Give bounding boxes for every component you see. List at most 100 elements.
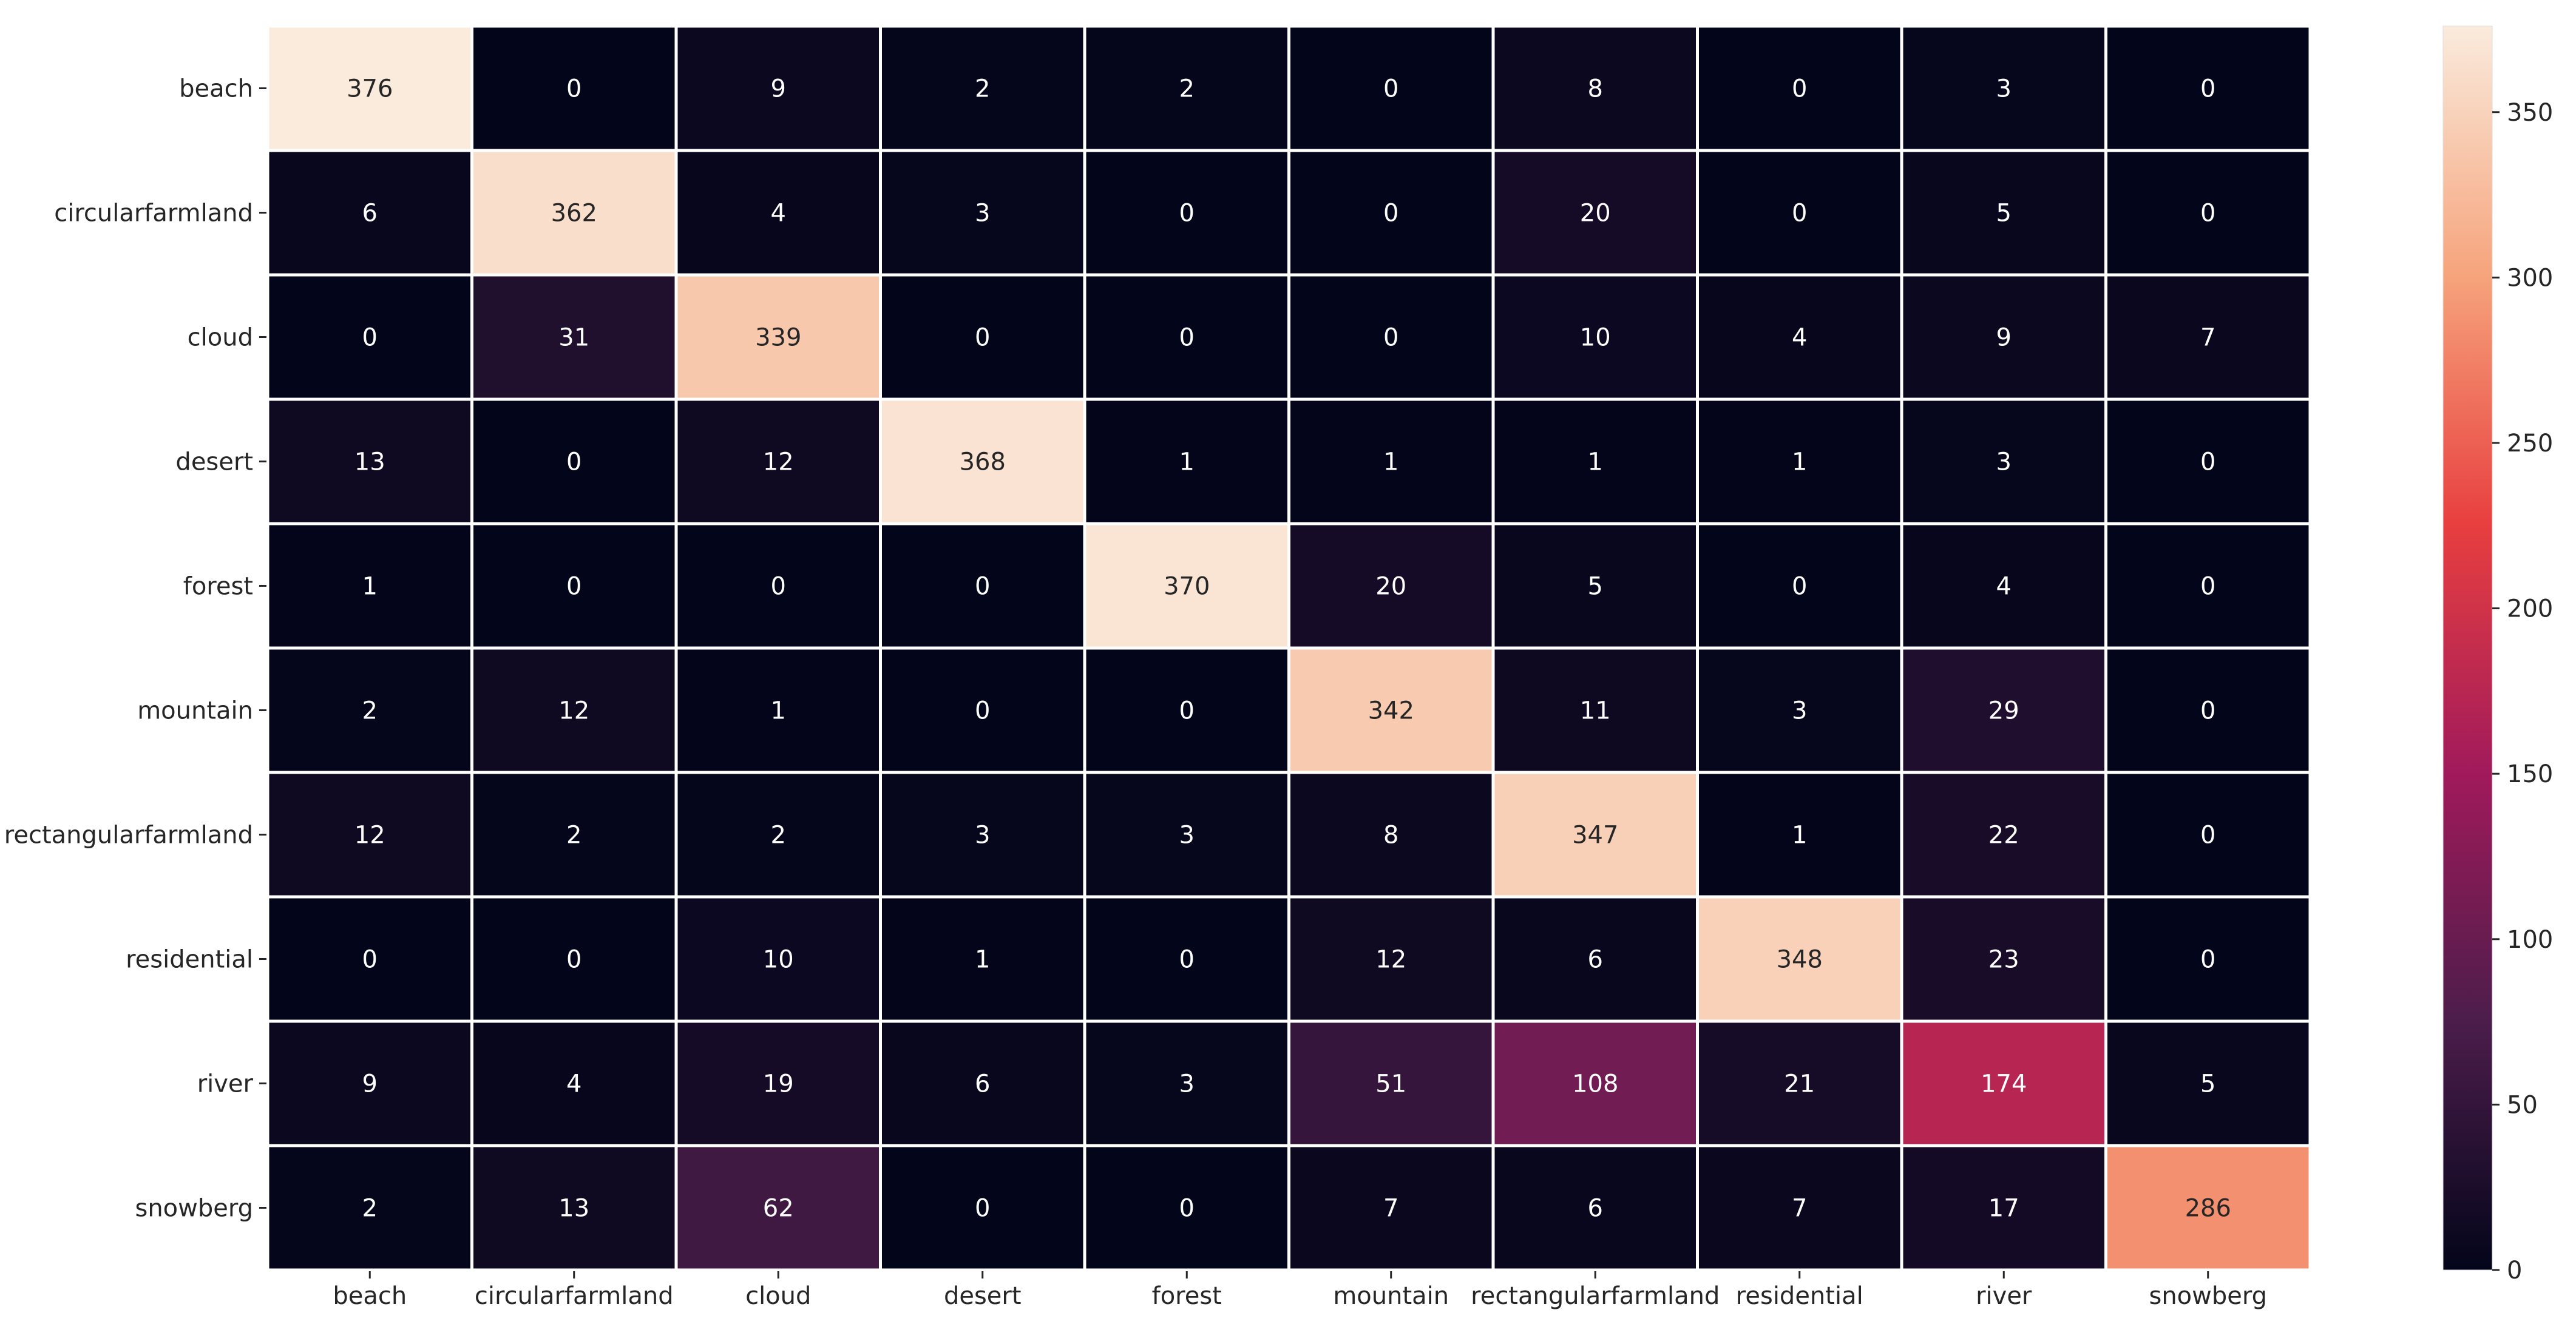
heatmap-cell (1900, 1144, 2107, 1272)
cell-value-label: 5 (1588, 573, 1603, 601)
heatmap-cell (1083, 1019, 1290, 1147)
heatmap-cell (674, 1019, 882, 1147)
cell-value-label: 0 (1792, 573, 1807, 601)
cell-value-label: 1 (1792, 822, 1807, 849)
heatmap-cell (1491, 1144, 1699, 1272)
cell-value-label: 6 (362, 200, 378, 228)
heatmap-cell (1287, 397, 1495, 525)
cell-value-label: 0 (1383, 75, 1398, 103)
heatmap-cell (879, 1019, 1086, 1147)
cell-value-label: 4 (771, 200, 786, 228)
y-tick-label: residential (126, 946, 253, 974)
heatmap-cell (470, 895, 678, 1023)
y-tick-label: rectangularfarmland (4, 822, 253, 849)
cell-value-label: 3 (975, 822, 990, 849)
cell-value-label: 370 (1164, 573, 1210, 601)
heatmap-cell (266, 1019, 473, 1147)
cell-value-label: 1 (1179, 448, 1195, 476)
heatmap-cell (674, 646, 882, 774)
cell-value-label: 10 (763, 946, 794, 974)
heatmap-cell (266, 273, 473, 401)
cell-value-label: 62 (763, 1195, 794, 1223)
heatmap-cell (470, 149, 678, 277)
cell-value-label: 7 (1792, 1195, 1807, 1223)
cell-value-label: 20 (1375, 573, 1406, 601)
y-tick-label: mountain (137, 697, 253, 725)
x-tick-label: circularfarmland (475, 1282, 674, 1310)
cell-value-label: 4 (1792, 324, 1807, 352)
heatmap-cell (879, 1144, 1086, 1272)
colorbar-tick-label: 350 (2507, 99, 2553, 127)
heatmap-cell (2104, 1019, 2312, 1147)
heatmap-cell (1083, 646, 1290, 774)
x-tick-label: desert (944, 1282, 1022, 1310)
colorbar-tick-label: 150 (2507, 760, 2553, 788)
cell-value-label: 376 (347, 75, 393, 103)
cell-value-label: 0 (771, 573, 786, 601)
y-tick-label: river (197, 1070, 254, 1098)
x-tick-label: snowberg (2149, 1282, 2267, 1310)
cell-value-label: 1 (975, 946, 990, 974)
cell-value-label: 362 (551, 200, 597, 228)
heatmap-cell (470, 24, 678, 152)
heatmap-cell (1900, 522, 2107, 650)
heatmap-cell (1900, 1019, 2107, 1147)
heatmap-cell (266, 646, 473, 774)
cell-value-label: 8 (1588, 75, 1603, 103)
y-tick-label: snowberg (135, 1195, 253, 1223)
heatmap-cell (879, 771, 1086, 899)
heatmap-cell (674, 522, 882, 650)
cell-value-label: 0 (975, 697, 990, 725)
cell-value-label: 0 (362, 324, 378, 352)
cell-value-label: 0 (1792, 200, 1807, 228)
x-tick-label: beach (333, 1282, 407, 1310)
heatmap-cell (1696, 24, 1903, 152)
cell-value-label: 0 (2200, 697, 2215, 725)
cell-value-label: 31 (558, 324, 589, 352)
heatmap-cell (1491, 895, 1699, 1023)
heatmap-cell (674, 895, 882, 1023)
heatmap-cell (1083, 895, 1290, 1023)
heatmap-cells: 376 0 9 2 2 0 8 0 3 06 362 4 3 0 0 20 0 5 00 31 339 0 0 0 10 4 9 71… (266, 24, 2312, 1272)
cell-value-label: 2 (362, 1195, 378, 1223)
cell-value-label: 1 (362, 573, 378, 601)
cell-value-label: 7 (2200, 324, 2215, 352)
heatmap-cell (2104, 1144, 2312, 1272)
cell-value-label: 3 (1792, 697, 1807, 725)
cell-value-label: 9 (362, 1070, 378, 1098)
cell-value-label: 12 (1375, 946, 1406, 974)
cell-value-label: 0 (2200, 448, 2215, 476)
heatmap-cell (1900, 646, 2107, 774)
x-tick-label: cloud (745, 1282, 811, 1310)
cell-value-label: 0 (566, 946, 581, 974)
cell-value-label: 12 (763, 448, 794, 476)
cell-value-label: 108 (1572, 1070, 1618, 1098)
cell-value-label: 9 (1996, 324, 2012, 352)
colorbar-gradient (2442, 25, 2493, 1271)
cell-value-label: 4 (1996, 573, 2012, 601)
cell-value-label: 51 (1375, 1070, 1406, 1098)
heatmap-cell (1287, 1144, 1495, 1272)
cell-value-label: 0 (566, 573, 581, 601)
cell-value-label: 0 (566, 75, 581, 103)
cell-value-label: 0 (975, 573, 990, 601)
cell-value-label: 0 (975, 324, 990, 352)
cell-value-label: 0 (362, 946, 378, 974)
cell-value-label: 0 (2200, 573, 2215, 601)
cell-value-label: 6 (1588, 1195, 1603, 1223)
heatmap-cell (1491, 771, 1699, 899)
cell-value-label: 2 (362, 697, 378, 725)
heatmap-cell (470, 273, 678, 401)
colorbar: 0 50 100 150 200 250 300 350 (2442, 25, 2553, 1285)
cell-value-label: 29 (1988, 697, 2019, 725)
cell-value-label: 5 (1996, 200, 2012, 228)
cell-value-label: 13 (558, 1195, 589, 1223)
y-tick-label: desert (175, 448, 253, 476)
heatmap-cell (1900, 771, 2107, 899)
cell-value-label: 1 (1588, 448, 1603, 476)
cell-value-label: 347 (1572, 822, 1618, 849)
cell-value-label: 11 (1580, 697, 1611, 725)
heatmap-cell (1287, 895, 1495, 1023)
x-tick-label: residential (1736, 1282, 1863, 1310)
